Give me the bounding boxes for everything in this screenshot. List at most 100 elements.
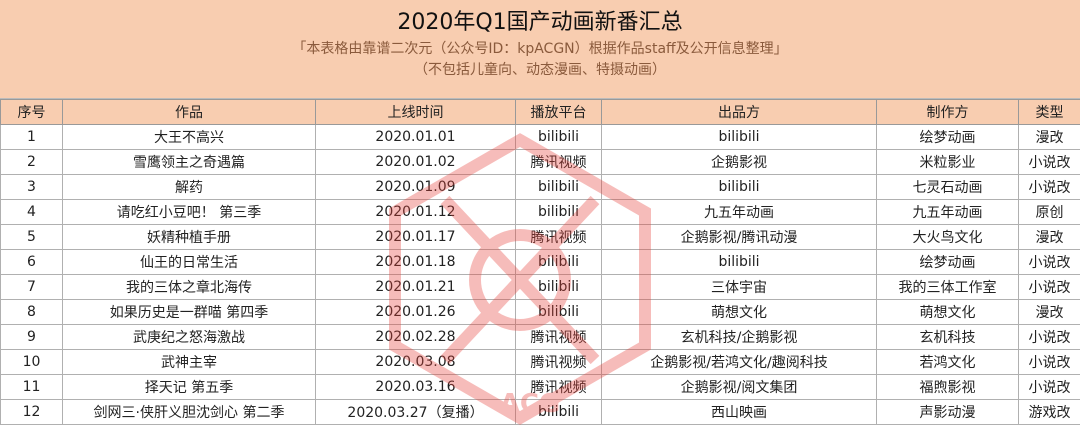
cell-title: 武庚纪之怒海激战 <box>62 324 316 350</box>
cell-type: 原创 <box>1018 199 1080 225</box>
cell-title: 请吃红小豆吧！ 第三季 <box>62 199 316 225</box>
cell-type: 小说改 <box>1018 374 1080 400</box>
table-row: 6 仙王的日常生活 2020.01.18 bilibili bilibili 绘梦动画 小说… <box>0 249 1080 275</box>
cell-date: 2020.03.27（复播） <box>315 399 516 425</box>
cell-type: 小说改 <box>1018 274 1080 300</box>
table-header-banner: 2020年Q1国产动画新番汇总 「本表格由靠谱二次元（公众号ID：kpACGN）… <box>0 0 1080 99</box>
table-row: 2 雪鹰领主之奇遇篇 2020.01.02 腾讯视频 企鹅影视 米粒影业 小说改 <box>0 149 1080 175</box>
table-row: 1 大王不高兴 2020.01.01 bilibili bilibili 绘梦动画 漫改 <box>0 124 1080 150</box>
cell-date: 2020.03.08 <box>315 349 516 375</box>
cell-platform: bilibili <box>515 124 602 150</box>
cell-platform: 腾讯视频 <box>515 149 602 175</box>
cell-studio: 我的三体工作室 <box>876 274 1019 300</box>
cell-platform: bilibili <box>515 399 602 425</box>
cell-index: 3 <box>0 174 63 200</box>
column-header-studio: 制作方 <box>876 99 1019 125</box>
column-header-row: 序号 作品 上线时间 播放平台 出品方 制作方 类型 <box>0 99 1080 125</box>
table-row: 11 择天记 第五季 2020.03.16 腾讯视频 企鹅影视/阅文集团 福煦影视 小说改 <box>0 374 1080 400</box>
cell-producer: 企鹅影视/腾讯动漫 <box>601 224 877 250</box>
cell-studio: 大火鸟文化 <box>876 224 1019 250</box>
table-row: 4 请吃红小豆吧！ 第三季 2020.01.12 bilibili 九五年动画 九五年动画… <box>0 199 1080 225</box>
cell-platform: bilibili <box>515 274 602 300</box>
cell-title: 择天记 第五季 <box>62 374 316 400</box>
cell-producer: 玄机科技/企鹅影视 <box>601 324 877 350</box>
cell-type: 小说改 <box>1018 149 1080 175</box>
column-header-index: 序号 <box>0 99 63 125</box>
cell-producer: bilibili <box>601 124 877 150</box>
cell-index: 5 <box>0 224 63 250</box>
cell-studio: 福煦影视 <box>876 374 1019 400</box>
cell-type: 小说改 <box>1018 349 1080 375</box>
cell-index: 4 <box>0 199 63 225</box>
cell-producer: 企鹅影视 <box>601 149 877 175</box>
page-title: 2020年Q1国产动画新番汇总 <box>397 10 683 35</box>
cell-type: 漫改 <box>1018 299 1080 325</box>
column-header-title: 作品 <box>62 99 316 125</box>
cell-platform: 腾讯视频 <box>515 324 602 350</box>
cell-title: 解药 <box>62 174 316 200</box>
cell-studio: 萌想文化 <box>876 299 1019 325</box>
cell-type: 漫改 <box>1018 224 1080 250</box>
cell-type: 游戏改 <box>1018 399 1080 425</box>
cell-title: 武神主宰 <box>62 349 316 375</box>
cell-platform: 腾讯视频 <box>515 349 602 375</box>
cell-platform: bilibili <box>515 249 602 275</box>
column-header-platform: 播放平台 <box>515 99 602 125</box>
table-row: 12 剑网三·侠肝义胆沈剑心 第二季 2020.03.27（复播） bilibili 西… <box>0 399 1080 425</box>
cell-title: 仙王的日常生活 <box>62 249 316 275</box>
cell-date: 2020.02.28 <box>315 324 516 350</box>
cell-title: 妖精种植手册 <box>62 224 316 250</box>
cell-title: 如果历史是一群喵 第四季 <box>62 299 316 325</box>
table-row: 7 我的三体之章北海传 2020.01.21 bilibili 三体宇宙 我的三体工作室小… <box>0 274 1080 300</box>
cell-index: 8 <box>0 299 63 325</box>
cell-platform: 腾讯视频 <box>515 374 602 400</box>
cell-producer: bilibili <box>601 174 877 200</box>
page-note: （不包括儿童向、动态漫画、特摄动画） <box>414 62 666 78</box>
cell-producer: bilibili <box>601 249 877 275</box>
cell-platform: 腾讯视频 <box>515 224 602 250</box>
cell-type: 小说改 <box>1018 249 1080 275</box>
cell-date: 2020.03.16 <box>315 374 516 400</box>
column-header-producer: 出品方 <box>601 99 877 125</box>
cell-type: 小说改 <box>1018 324 1080 350</box>
cell-producer: 企鹅影视/阅文集团 <box>601 374 877 400</box>
cell-title: 大王不高兴 <box>62 124 316 150</box>
cell-index: 10 <box>0 349 63 375</box>
cell-producer: 九五年动画 <box>601 199 877 225</box>
cell-date: 2020.01.02 <box>315 149 516 175</box>
cell-studio: 声影动漫 <box>876 399 1019 425</box>
cell-title: 我的三体之章北海传 <box>62 274 316 300</box>
cell-producer: 萌想文化 <box>601 299 877 325</box>
column-header-type: 类型 <box>1018 99 1080 125</box>
table-row: 5 妖精种植手册 2020.01.17 腾讯视频 企鹅影视/腾讯动漫 大火鸟文化 漫改 <box>0 224 1080 250</box>
column-header-date: 上线时间 <box>315 99 516 125</box>
cell-title: 剑网三·侠肝义胆沈剑心 第二季 <box>62 399 316 425</box>
anime-table: 序号 作品 上线时间 播放平台 出品方 制作方 类型 1 大王不高兴 2020.01… <box>0 99 1080 425</box>
cell-date: 2020.01.18 <box>315 249 516 275</box>
table-row: 9 武庚纪之怒海激战 2020.02.28 腾讯视频 玄机科技/企鹅影视 玄机科技 小说改 <box>0 324 1080 350</box>
cell-studio: 若鸿文化 <box>876 349 1019 375</box>
cell-date: 2020.01.26 <box>315 299 516 325</box>
table-row: 8 如果历史是一群喵 第四季 2020.01.26 bilibili 萌想文化 萌想文化漫… <box>0 299 1080 325</box>
cell-platform: bilibili <box>515 299 602 325</box>
cell-index: 7 <box>0 274 63 300</box>
cell-index: 1 <box>0 124 63 150</box>
cell-index: 12 <box>0 399 63 425</box>
cell-date: 2020.01.01 <box>315 124 516 150</box>
cell-studio: 九五年动画 <box>876 199 1019 225</box>
cell-studio: 七灵石动画 <box>876 174 1019 200</box>
cell-title: 雪鹰领主之奇遇篇 <box>62 149 316 175</box>
cell-date: 2020.01.17 <box>315 224 516 250</box>
cell-studio: 绘梦动画 <box>876 124 1019 150</box>
cell-type: 漫改 <box>1018 124 1080 150</box>
cell-producer: 三体宇宙 <box>601 274 877 300</box>
cell-date: 2020.01.09 <box>315 174 516 200</box>
cell-studio: 玄机科技 <box>876 324 1019 350</box>
cell-type: 小说改 <box>1018 174 1080 200</box>
cell-producer: 西山映画 <box>601 399 877 425</box>
cell-index: 6 <box>0 249 63 275</box>
page-subtitle: 「本表格由靠谱二次元（公众号ID：kpACGN）根据作品staff及公开信息整理… <box>292 41 788 57</box>
cell-studio: 米粒影业 <box>876 149 1019 175</box>
cell-date: 2020.01.21 <box>315 274 516 300</box>
